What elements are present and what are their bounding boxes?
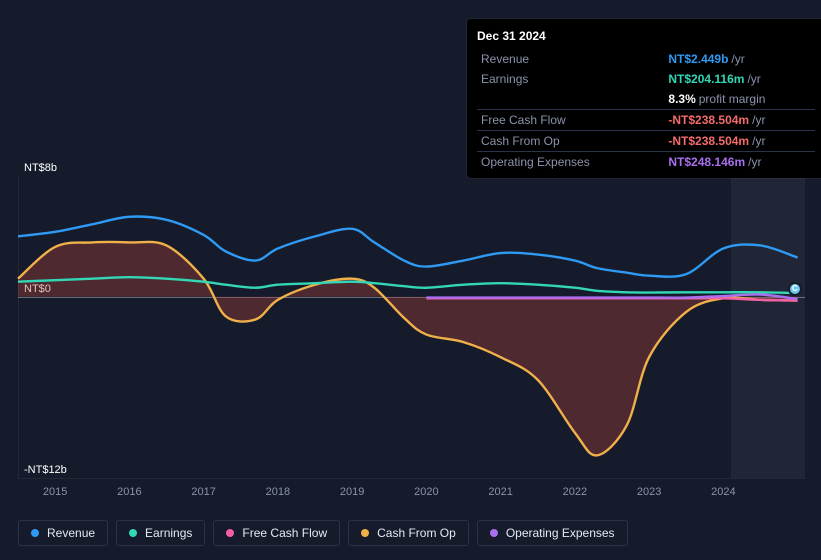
tooltip-row-label: Earnings <box>477 69 664 89</box>
legend-swatch <box>490 529 498 537</box>
tooltip-row: Cash From Op-NT$238.504m/yr <box>477 131 815 152</box>
x-tick: 2019 <box>340 486 364 498</box>
legend-revenue[interactable]: Revenue <box>18 520 108 546</box>
tooltip-row-value: NT$2.449b/yr <box>664 49 815 69</box>
chart-legend: Revenue Earnings Free Cash Flow Cash From O… <box>18 520 628 546</box>
y-tick-top: NT$8b <box>24 162 57 174</box>
tooltip-table: RevenueNT$2.449b/yrEarningsNT$204.116m/y… <box>477 49 815 172</box>
x-tick: 2024 <box>711 486 735 498</box>
tooltip-row-label: Revenue <box>477 49 664 69</box>
x-tick: 2020 <box>414 486 438 498</box>
tooltip-row-value: -NT$238.504m/yr <box>664 131 815 152</box>
tooltip-row-value: NT$204.116m/yr <box>664 69 815 89</box>
legend-operating-expenses[interactable]: Operating Expenses <box>477 520 628 546</box>
x-tick: 2021 <box>488 486 512 498</box>
legend-swatch <box>31 529 39 537</box>
tooltip-row-label: Free Cash Flow <box>477 110 664 131</box>
x-tick: 2015 <box>43 486 67 498</box>
x-tick: 2017 <box>191 486 215 498</box>
chart-tooltip: Dec 31 2024 RevenueNT$2.449b/yrEarningsN… <box>467 19 821 178</box>
legend-swatch <box>226 529 234 537</box>
tooltip-row: EarningsNT$204.116m/yr <box>477 69 815 89</box>
legend-swatch <box>361 529 369 537</box>
legend-free-cash-flow[interactable]: Free Cash Flow <box>213 520 340 546</box>
legend-earnings[interactable]: Earnings <box>116 520 205 546</box>
tooltip-row: RevenueNT$2.449b/yr <box>477 49 815 69</box>
x-tick: 2016 <box>117 486 141 498</box>
legend-cash-from-op[interactable]: Cash From Op <box>348 520 469 546</box>
legend-label: Free Cash Flow <box>242 526 327 540</box>
legend-swatch <box>129 529 137 537</box>
legend-label: Revenue <box>47 526 95 540</box>
legend-label: Earnings <box>145 526 192 540</box>
tooltip-row-value: 8.3%profit margin <box>664 89 815 110</box>
legend-label: Operating Expenses <box>506 526 615 540</box>
tooltip-row: Operating ExpensesNT$248.146m/yr <box>477 152 815 173</box>
x-tick: 2023 <box>637 486 661 498</box>
tooltip-row: Free Cash Flow-NT$238.504m/yr <box>477 110 815 131</box>
tooltip-row: 8.3%profit margin <box>477 89 815 110</box>
tooltip-row-value: -NT$238.504m/yr <box>664 110 815 131</box>
plot-border <box>18 176 806 479</box>
tooltip-row-value: NT$248.146m/yr <box>664 152 815 173</box>
tooltip-row-label: Operating Expenses <box>477 152 664 173</box>
tooltip-row-label: Cash From Op <box>477 131 664 152</box>
legend-label: Cash From Op <box>377 526 456 540</box>
x-tick: 2022 <box>563 486 587 498</box>
x-tick: 2018 <box>266 486 290 498</box>
tooltip-row-label <box>477 89 664 110</box>
tooltip-date: Dec 31 2024 <box>477 25 815 49</box>
